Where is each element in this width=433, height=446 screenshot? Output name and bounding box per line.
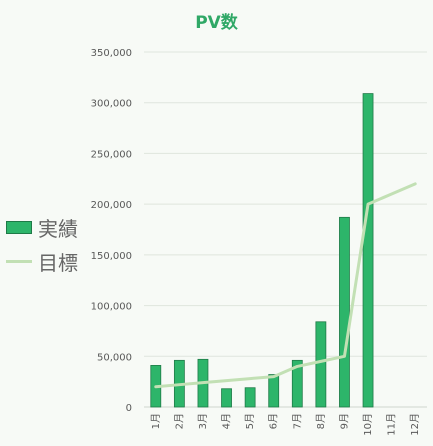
legend-item-actual: 実績 <box>6 210 78 244</box>
legend-swatch-line <box>6 259 32 263</box>
x-tick-label: 3月 <box>197 413 209 429</box>
y-tick-label: 250,000 <box>91 149 132 160</box>
bar <box>315 321 327 408</box>
chart-title: PV数 <box>195 13 238 33</box>
legend-item-target: 目標 <box>6 244 78 278</box>
series-line <box>154 182 417 389</box>
legend-label-target: 目標 <box>38 250 78 275</box>
x-tick-label: 6月 <box>268 413 280 429</box>
y-tick-label: 350,000 <box>91 48 132 59</box>
bar <box>268 374 280 408</box>
x-tick-label: 12月 <box>409 413 421 436</box>
y-tick-label: 200,000 <box>91 200 132 211</box>
x-tick-label: 10月 <box>362 413 374 436</box>
bar <box>362 93 374 408</box>
bar <box>244 387 256 408</box>
bar <box>291 359 303 408</box>
y-tick-label: 100,000 <box>91 302 132 313</box>
y-tick-label: 300,000 <box>91 99 132 110</box>
bar <box>339 216 350 408</box>
legend-label-actual: 実績 <box>38 216 78 241</box>
x-tick-label: 4月 <box>221 413 233 429</box>
x-tick-label: 2月 <box>173 413 185 429</box>
x-tick-label: 1月 <box>150 413 162 429</box>
legend-swatch-bar <box>6 220 32 234</box>
x-tick-label: 9月 <box>338 413 350 429</box>
x-tick-label: 11月 <box>386 413 398 436</box>
legend: 実績 目標 <box>6 210 78 278</box>
x-tick-label: 7月 <box>291 413 303 429</box>
x-tick-label: 5月 <box>244 413 256 429</box>
y-tick-label: 0 <box>126 403 132 414</box>
y-tick-label: 150,000 <box>91 251 132 262</box>
x-tick-label: 8月 <box>315 413 327 429</box>
bar <box>221 388 232 408</box>
y-tick-label: 50,000 <box>97 352 132 363</box>
